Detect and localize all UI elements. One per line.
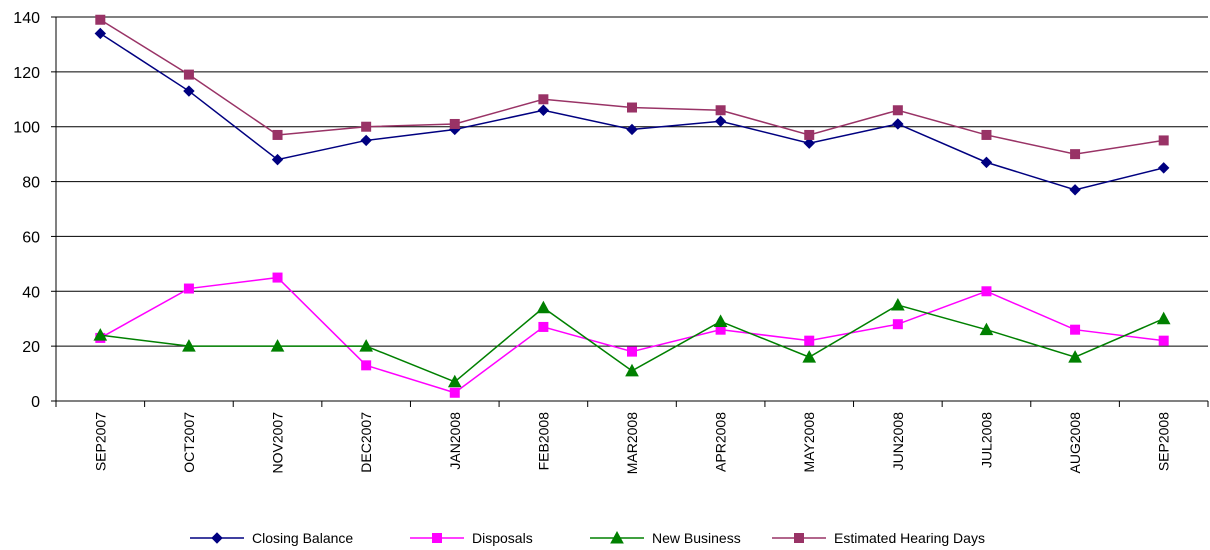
legend-label-estimated-hearing-days: Estimated Hearing Days (834, 530, 985, 546)
data-point-new-business (713, 314, 728, 327)
data-point-estimated-hearing-days (804, 129, 815, 140)
data-point-estimated-hearing-days (183, 69, 194, 80)
x-tick-label: MAY2008 (801, 412, 817, 473)
y-tick-label: 20 (22, 339, 40, 356)
data-point-disposals (272, 272, 283, 283)
data-point-closing-balance (183, 85, 195, 97)
data-point-disposals (627, 346, 637, 357)
x-tick-label: MAR2008 (624, 412, 640, 474)
data-point-estimated-hearing-days (627, 102, 637, 113)
data-point-estimated-hearing-days (272, 129, 283, 140)
data-point-closing-balance (714, 115, 727, 127)
data-point-new-business (182, 339, 196, 352)
x-tick-label: NOV2007 (270, 412, 286, 474)
data-point-new-business (447, 374, 462, 388)
data-point-new-business (270, 339, 285, 352)
data-point-disposals (804, 335, 815, 346)
legend-marker-disposals (432, 533, 442, 543)
data-point-estimated-hearing-days (538, 94, 549, 105)
data-point-closing-balance (892, 118, 904, 130)
x-tick-label: JUN2008 (890, 412, 906, 471)
data-point-closing-balance (94, 27, 107, 40)
x-tick-label: JUL2008 (978, 412, 994, 468)
y-tick-label: 0 (31, 394, 40, 411)
y-tick-label: 80 (22, 175, 40, 192)
data-point-disposals (538, 321, 549, 332)
y-tick-label: 40 (22, 284, 40, 301)
x-tick-label: APR2008 (713, 412, 729, 472)
data-point-estimated-hearing-days (1158, 135, 1169, 146)
y-tick-label: 120 (13, 65, 40, 82)
x-tick-label: SEP2008 (1156, 412, 1172, 471)
legend-label-closing-balance: Closing Balance (252, 530, 353, 546)
x-tick-label: OCT2007 (181, 412, 197, 473)
data-point-closing-balance (980, 156, 993, 169)
data-point-new-business (802, 350, 817, 363)
data-point-new-business (891, 297, 905, 311)
data-point-closing-balance (803, 137, 815, 149)
data-point-estimated-hearing-days (981, 129, 992, 140)
data-point-closing-balance (271, 153, 284, 166)
x-tick-label: FEB2008 (535, 412, 551, 471)
data-point-new-business (979, 322, 994, 336)
data-point-disposals (361, 360, 372, 371)
data-point-estimated-hearing-days (95, 14, 106, 25)
data-point-closing-balance (537, 104, 550, 116)
data-point-estimated-hearing-days (715, 105, 726, 116)
x-tick-label: AUG2008 (1067, 412, 1083, 474)
data-point-new-business (1068, 350, 1082, 363)
data-point-disposals (183, 283, 194, 294)
x-tick-label: SEP2007 (92, 412, 108, 471)
legend-marker-estimated-hearing-days (794, 533, 804, 543)
data-point-estimated-hearing-days (892, 105, 903, 116)
data-point-new-business (93, 328, 108, 341)
y-tick-label: 140 (13, 10, 40, 27)
data-point-disposals (449, 387, 460, 398)
data-point-estimated-hearing-days (1070, 149, 1081, 160)
data-point-new-business (359, 339, 373, 352)
data-point-new-business (625, 363, 639, 377)
x-tick-label: JAN2008 (447, 412, 463, 470)
data-point-disposals (981, 286, 992, 297)
y-tick-label: 100 (13, 120, 40, 137)
legend-label-disposals: Disposals (472, 530, 533, 546)
data-point-disposals (1070, 324, 1081, 335)
data-point-estimated-hearing-days (361, 121, 372, 132)
data-point-closing-balance (360, 134, 372, 147)
y-tick-label: 60 (22, 229, 40, 246)
data-point-new-business (536, 300, 551, 314)
data-point-closing-balance (1157, 162, 1170, 174)
legend-marker-new-business (610, 530, 624, 544)
legend-label-new-business: New Business (652, 530, 741, 546)
x-tick-label: DEC2007 (358, 412, 374, 473)
data-point-closing-balance (626, 123, 638, 136)
data-point-new-business (1156, 311, 1171, 325)
data-point-closing-balance (1069, 184, 1081, 196)
legend-marker-closing-balance (211, 532, 223, 544)
data-point-disposals (1158, 335, 1169, 346)
data-point-disposals (892, 319, 903, 330)
data-point-estimated-hearing-days (449, 118, 460, 129)
